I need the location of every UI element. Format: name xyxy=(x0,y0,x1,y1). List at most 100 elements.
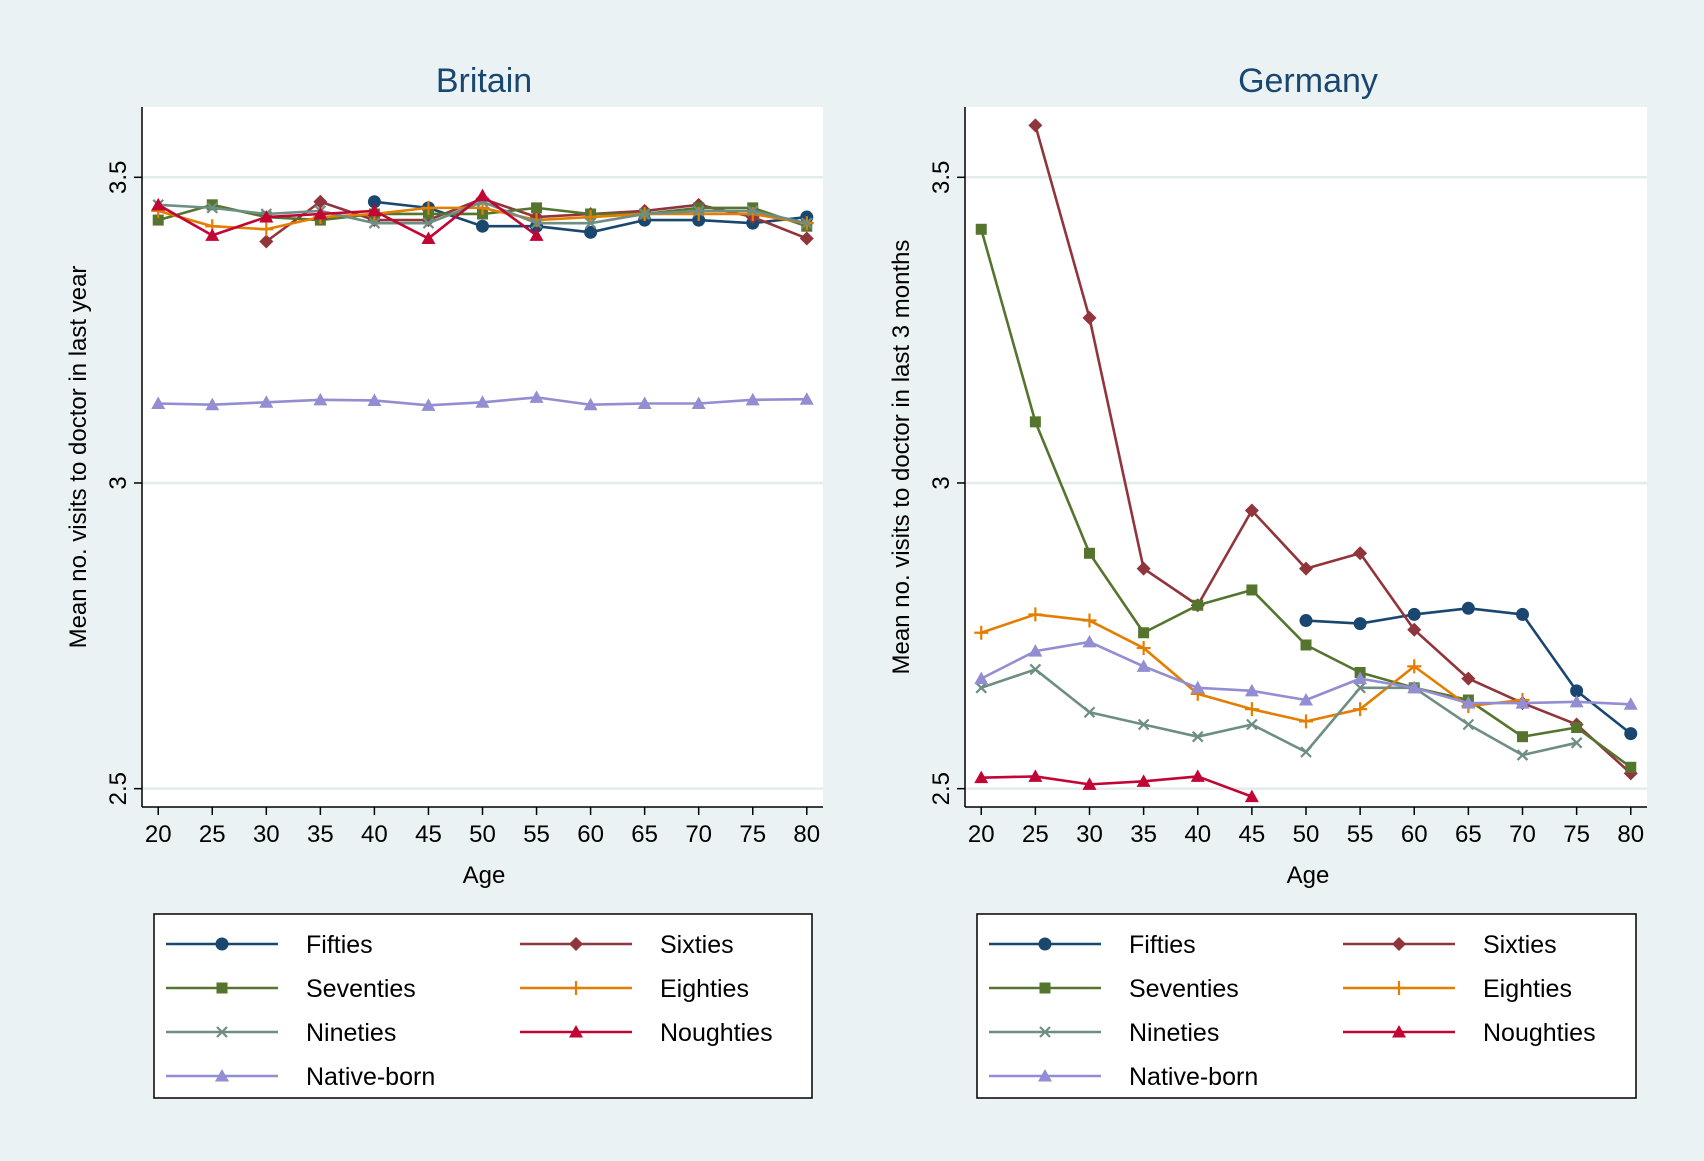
y-tick-label: 3 xyxy=(105,476,132,489)
data-point xyxy=(691,206,706,221)
data-point xyxy=(1137,718,1150,731)
data-point xyxy=(206,202,219,214)
data-point xyxy=(799,392,814,405)
x-tick-label: 55 xyxy=(523,821,550,848)
data-point xyxy=(1353,617,1367,631)
data-point xyxy=(529,390,544,403)
data-point xyxy=(637,396,652,410)
data-point xyxy=(1083,706,1096,719)
data-point xyxy=(1407,622,1422,637)
x-tick-label: 65 xyxy=(1455,821,1482,848)
data-point xyxy=(1570,684,1584,698)
data-point xyxy=(1516,749,1529,761)
data-point xyxy=(152,214,164,226)
data-point xyxy=(975,223,987,235)
data-point xyxy=(1461,696,1476,709)
x-axis-title: Age xyxy=(463,862,506,889)
data-point xyxy=(746,205,759,217)
x-tick-label: 25 xyxy=(1022,821,1049,848)
legend-label: Native-born xyxy=(306,1063,435,1091)
data-point xyxy=(1461,601,1475,615)
data-point xyxy=(1029,416,1041,428)
x-tick-label: 75 xyxy=(739,821,766,848)
data-point xyxy=(1299,561,1313,576)
legend-label: Native-born xyxy=(1129,1063,1258,1091)
data-point xyxy=(745,206,760,221)
data-point xyxy=(1353,671,1368,685)
data-point xyxy=(1623,697,1638,710)
x-tick-label: 70 xyxy=(685,821,712,848)
x-tick-label: 65 xyxy=(631,821,658,848)
legend-item-sixties: Sixties xyxy=(1343,931,1557,959)
data-point xyxy=(1246,718,1258,731)
x-tick-label: 45 xyxy=(1239,821,1266,848)
panel-title: Germany xyxy=(1238,62,1378,100)
data-point xyxy=(530,217,543,229)
data-point xyxy=(1570,737,1583,749)
x-tick-label: 35 xyxy=(307,821,334,848)
y-tick-label: 3.5 xyxy=(928,161,955,194)
data-point xyxy=(259,234,274,249)
legend-key-marker xyxy=(569,1025,583,1038)
data-point xyxy=(1569,694,1584,708)
data-point xyxy=(1029,663,1042,676)
legend-key-marker xyxy=(1039,1026,1051,1038)
legend-item-fifties: Fifties xyxy=(989,931,1196,959)
x-tick-label: 40 xyxy=(361,821,388,848)
data-point xyxy=(1244,789,1259,803)
x-tick-label: 35 xyxy=(1130,821,1157,848)
data-point xyxy=(1028,607,1043,622)
x-tick-label: 70 xyxy=(1509,821,1536,848)
data-point xyxy=(1407,607,1421,621)
x-tick-label: 55 xyxy=(1347,821,1374,848)
data-point xyxy=(259,210,274,223)
data-point xyxy=(421,200,436,215)
data-point xyxy=(1461,671,1476,686)
data-point xyxy=(1191,730,1204,743)
legend-item-seventies: Seventies xyxy=(166,975,416,1003)
data-point xyxy=(1246,584,1258,596)
data-point xyxy=(1244,702,1259,717)
data-point xyxy=(1136,659,1151,672)
legend-key-marker xyxy=(1038,937,1052,951)
y-axis-title: Mean no. visits to doctor in last 3 mont… xyxy=(888,240,915,675)
data-point xyxy=(1192,599,1204,611)
data-point xyxy=(259,222,274,237)
legend-item-native-born: Native-born xyxy=(166,1063,435,1091)
data-point xyxy=(974,770,989,784)
series-line xyxy=(1034,124,1632,775)
legend-label: Eighties xyxy=(660,975,749,1003)
data-point xyxy=(1625,761,1637,773)
data-point xyxy=(799,231,814,246)
legend-key-marker xyxy=(215,1069,229,1082)
data-point xyxy=(974,671,989,685)
legend-label: Seventies xyxy=(306,975,416,1003)
legend-label: Fifties xyxy=(306,931,373,959)
data-point xyxy=(1082,310,1097,325)
data-point xyxy=(151,197,166,211)
data-point xyxy=(313,194,328,209)
legend-item-native-born: Native-born xyxy=(989,1063,1258,1091)
data-point xyxy=(313,392,328,406)
data-point xyxy=(151,396,166,410)
x-tick-label: 75 xyxy=(1563,821,1590,848)
series-line xyxy=(981,775,1253,798)
data-point xyxy=(975,682,988,694)
series-line xyxy=(157,194,538,240)
x-tick-label: 80 xyxy=(793,821,820,848)
legend-key-marker xyxy=(215,937,229,951)
data-point xyxy=(259,395,274,408)
legend-item-fifties: Fifties xyxy=(166,931,373,959)
britain-panel: 2.5 3 3.5 20 25 30 35 40 45 50 55 60 65 70 75 80 Britain… xyxy=(65,62,823,1099)
legend-key-marker xyxy=(1038,1069,1052,1082)
legend: Fifties Sixties Seventies Eighties Nineties N… xyxy=(153,913,813,1099)
data-point xyxy=(1028,769,1043,782)
data-point xyxy=(1300,746,1312,758)
legend-item-nineties: Nineties xyxy=(989,1019,1219,1047)
data-point xyxy=(1300,639,1312,651)
legend-label: Eighties xyxy=(1483,975,1572,1003)
series-fifties xyxy=(1299,601,1638,741)
data-point xyxy=(1244,683,1259,697)
legend-key-marker xyxy=(216,982,228,994)
